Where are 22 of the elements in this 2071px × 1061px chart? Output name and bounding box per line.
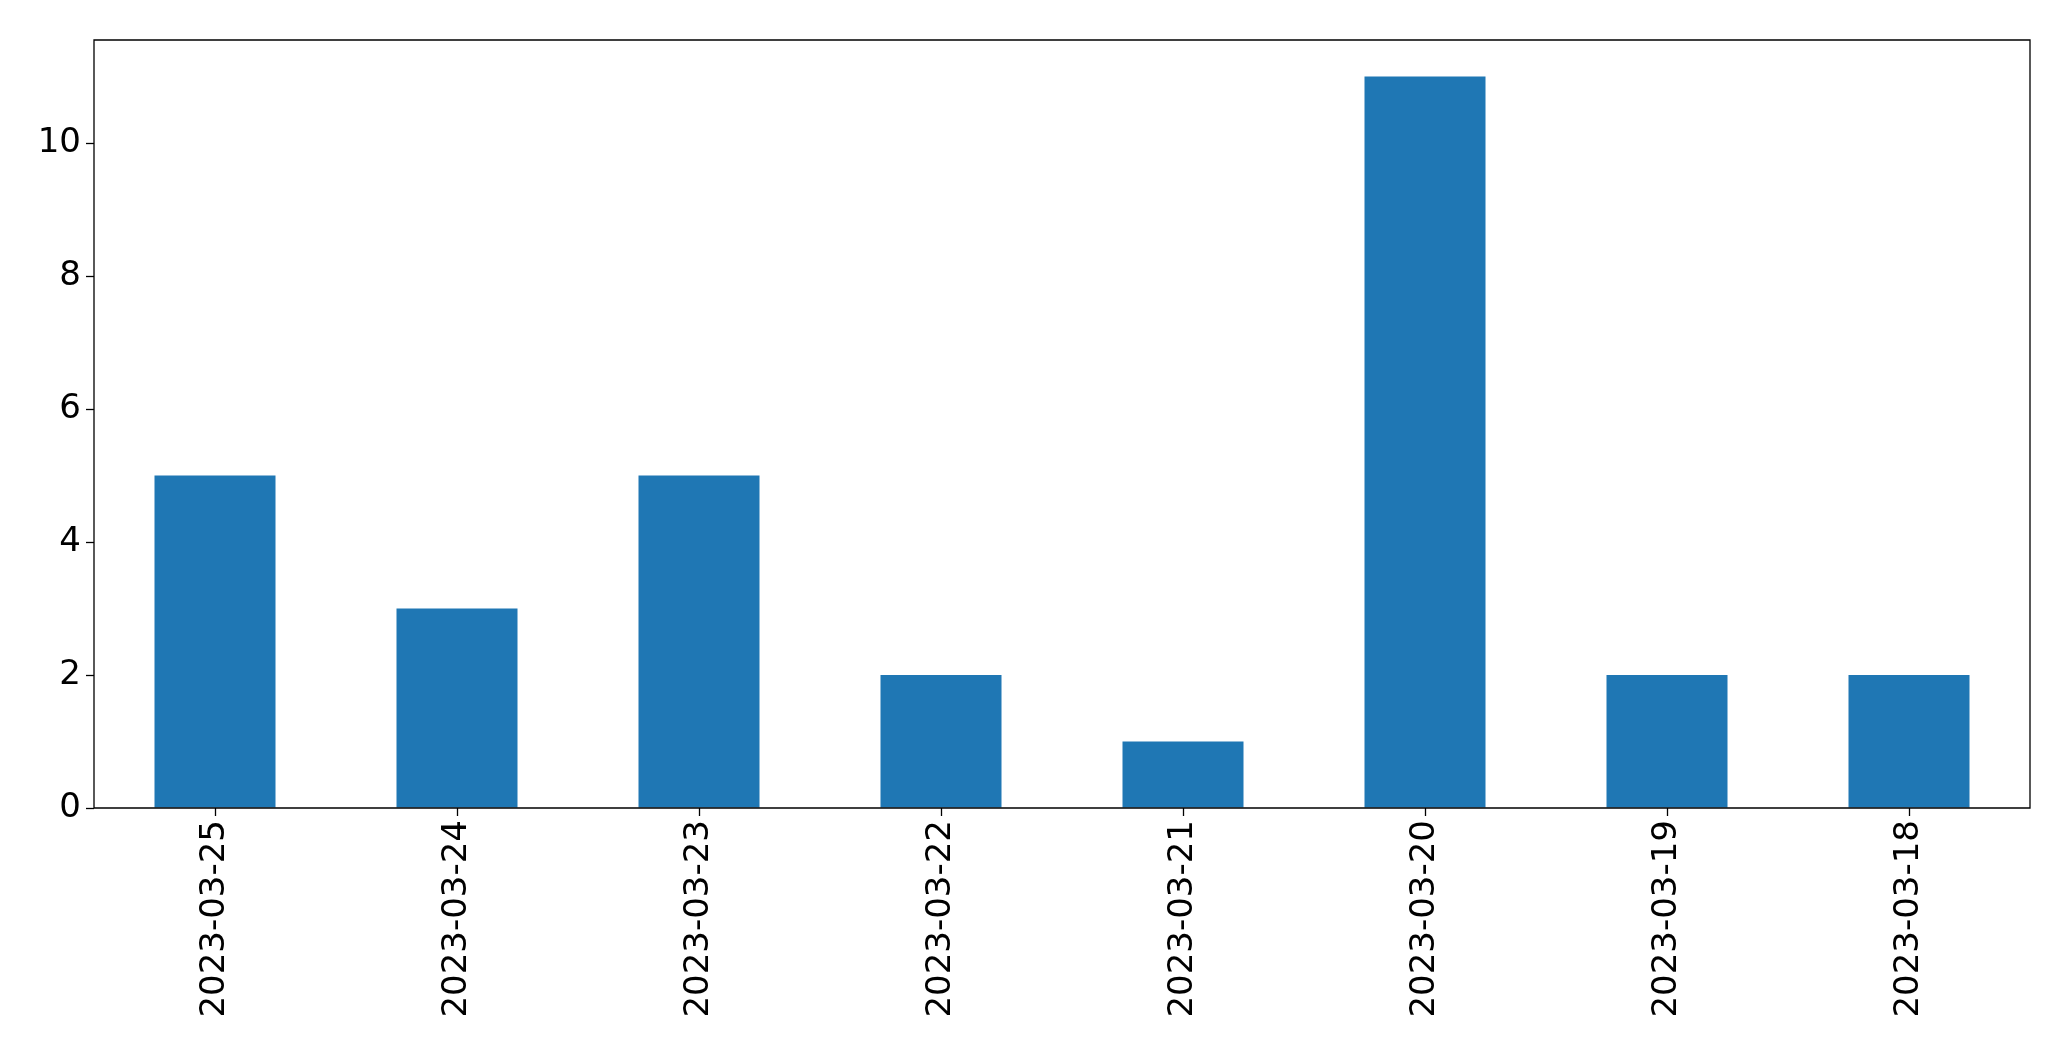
y-tick-label: 2 bbox=[59, 651, 81, 692]
x-tick-label: 2023-03-22 bbox=[917, 820, 958, 1018]
bar bbox=[1848, 675, 1970, 808]
bar bbox=[1364, 76, 1486, 808]
x-tick-label: 2023-03-20 bbox=[1401, 820, 1442, 1018]
x-tick-label: 2023-03-25 bbox=[191, 820, 232, 1018]
bar bbox=[880, 675, 1002, 808]
x-tick-label: 2023-03-18 bbox=[1885, 820, 1926, 1018]
bar bbox=[154, 475, 276, 808]
x-tick-label: 2023-03-21 bbox=[1159, 820, 1200, 1018]
y-tick-label: 6 bbox=[59, 385, 81, 426]
y-tick-label: 10 bbox=[37, 119, 81, 160]
x-tick-label: 2023-03-23 bbox=[675, 820, 716, 1018]
y-tick-label: 0 bbox=[59, 784, 81, 825]
x-tick-label: 2023-03-19 bbox=[1643, 820, 1684, 1018]
bar bbox=[638, 475, 760, 808]
x-tick-label: 2023-03-24 bbox=[433, 820, 474, 1018]
bar bbox=[1606, 675, 1728, 808]
bar bbox=[396, 608, 518, 808]
y-tick-label: 8 bbox=[59, 252, 81, 293]
bar bbox=[1122, 741, 1244, 808]
y-tick-label: 4 bbox=[59, 518, 81, 559]
